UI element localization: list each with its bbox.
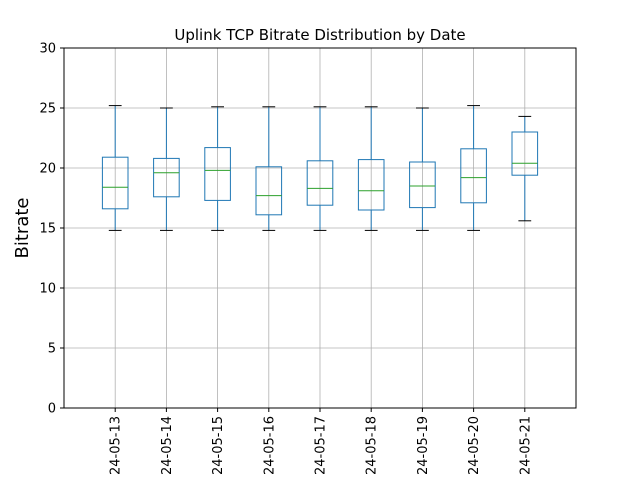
x-axis: 24-05-13 24-05-14 24-05-15 24-05-16 24-05-17…	[109, 408, 533, 475]
x-tick-label: 24-05-16	[262, 416, 277, 475]
box-body	[306, 160, 334, 206]
box-24-05-16	[255, 106, 283, 231]
y-tick-label: 25	[39, 102, 56, 117]
x-tick-label: 24-05-17	[314, 416, 329, 475]
box-24-05-18	[357, 106, 385, 231]
y-tick-label: 20	[39, 162, 56, 177]
x-tick-label: 24-05-13	[109, 416, 124, 475]
box-24-05-20	[460, 105, 487, 231]
y-tick-label: 5	[48, 342, 56, 357]
box-body	[357, 159, 385, 211]
y-tick-label: 10	[39, 282, 56, 297]
y-tick-label: 15	[39, 222, 56, 237]
box-body	[409, 161, 436, 209]
boxes-group	[101, 105, 539, 231]
x-tick-label: 24-05-15	[211, 416, 226, 475]
y-axis-label: Bitrate	[12, 198, 33, 259]
box-body	[101, 156, 129, 210]
box-body	[511, 131, 539, 176]
y-tick-label: 0	[48, 402, 56, 417]
x-tick-label: 24-05-14	[160, 416, 175, 475]
y-tick-label: 30	[39, 42, 56, 57]
x-tick-label: 24-05-18	[365, 416, 380, 475]
box-body	[255, 166, 283, 216]
x-tick-label: 24-05-21	[518, 416, 533, 475]
box-body	[204, 147, 231, 201]
box-24-05-21	[511, 115, 539, 222]
box-24-05-17	[306, 106, 334, 231]
box-body	[153, 157, 180, 198]
x-tick-label: 24-05-19	[416, 416, 431, 475]
box-24-05-14	[153, 107, 180, 231]
box-24-05-15	[204, 106, 231, 231]
x-tick-label: 24-05-20	[467, 416, 482, 475]
chart-title: Uplink TCP Bitrate Distribution by Date	[174, 26, 465, 44]
box-24-05-13	[101, 105, 129, 231]
y-axis: 0 5 10 15 20 25 30	[39, 42, 64, 417]
box-24-05-19	[409, 107, 436, 231]
box-body	[460, 148, 487, 204]
